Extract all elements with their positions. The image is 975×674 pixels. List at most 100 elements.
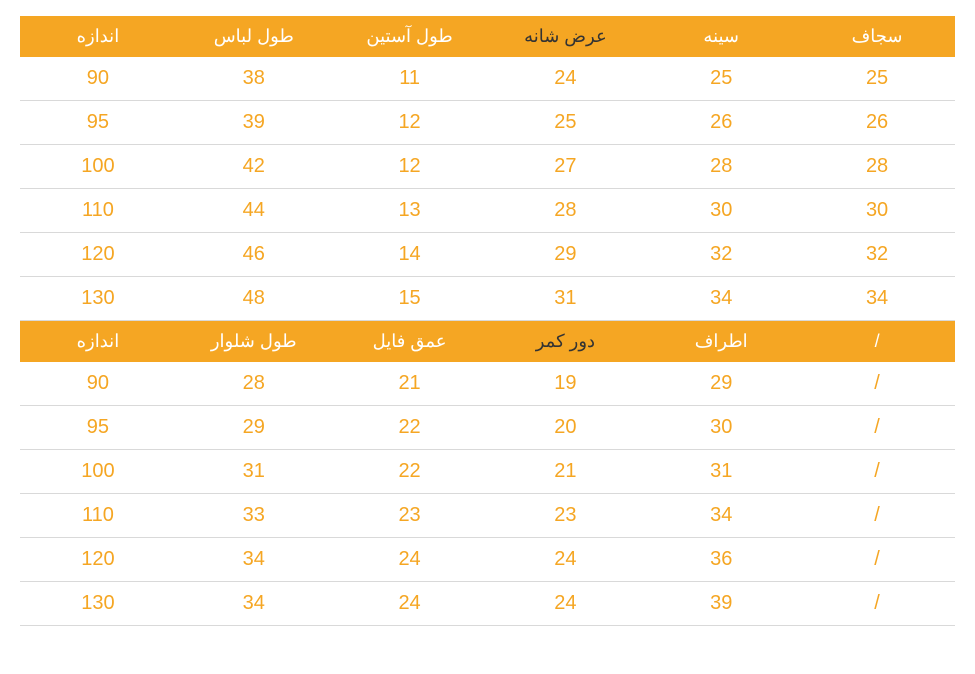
table-cell: 14: [332, 233, 488, 277]
table-cell: 29: [643, 362, 799, 406]
table-cell: 31: [643, 450, 799, 494]
table-cell: 31: [176, 450, 332, 494]
table-cell: 29: [176, 406, 332, 450]
table-cell: 110: [20, 494, 176, 538]
table-cell: /: [799, 362, 955, 406]
table-cell: 30: [643, 189, 799, 233]
table-cell: 25: [487, 101, 643, 145]
table-cell: 34: [799, 277, 955, 321]
table-cell: 11: [332, 57, 488, 101]
table-cell: 24: [332, 582, 488, 626]
table-cell: 28: [176, 362, 332, 406]
table1-header-cell: اندازه: [20, 16, 176, 57]
table-cell: 34: [176, 538, 332, 582]
table-cell: 36: [643, 538, 799, 582]
table-cell: 110: [20, 189, 176, 233]
table-cell: 38: [176, 57, 332, 101]
table-cell: 44: [176, 189, 332, 233]
table-cell: 34: [643, 277, 799, 321]
table-cell: 30: [799, 189, 955, 233]
table-cell: 39: [643, 582, 799, 626]
table-cell: 95: [20, 101, 176, 145]
table-row: 120 34 24 24 36 /: [20, 538, 955, 582]
table-cell: 33: [176, 494, 332, 538]
table-cell: 26: [799, 101, 955, 145]
table-cell: 24: [487, 582, 643, 626]
table-cell: 28: [487, 189, 643, 233]
table-row: 95 39 12 25 26 26: [20, 101, 955, 145]
table-cell: 28: [643, 145, 799, 189]
table-row: 110 44 13 28 30 30: [20, 189, 955, 233]
table-cell: 22: [332, 406, 488, 450]
table-row: 100 31 22 21 31 /: [20, 450, 955, 494]
table-cell: 42: [176, 145, 332, 189]
table-cell: 48: [176, 277, 332, 321]
table2-header: اندازه طول شلوار عمق فایل دور کمر اطراف …: [20, 321, 955, 363]
table-cell: 23: [487, 494, 643, 538]
table-row: 120 46 14 29 32 32: [20, 233, 955, 277]
table-cell: 24: [487, 538, 643, 582]
table-row: 90 28 21 19 29 /: [20, 362, 955, 406]
table-cell: 24: [332, 538, 488, 582]
table-cell: 31: [487, 277, 643, 321]
table-row: 130 34 24 24 39 /: [20, 582, 955, 626]
table-cell: 27: [487, 145, 643, 189]
table-row: 95 29 22 20 30 /: [20, 406, 955, 450]
table-row: 100 42 12 27 28 28: [20, 145, 955, 189]
table-cell: 32: [799, 233, 955, 277]
table2-header-cell: عمق فایل: [332, 321, 488, 363]
table-cell: /: [799, 406, 955, 450]
table-cell: 29: [487, 233, 643, 277]
table2-header-cell: اطراف: [643, 321, 799, 363]
table2-header-cell: اندازه: [20, 321, 176, 363]
table-cell: 34: [643, 494, 799, 538]
table1-body: 90 38 11 24 25 25 95 39 12 25 26 26 100 …: [20, 57, 955, 321]
table-cell: 24: [487, 57, 643, 101]
table-cell: 12: [332, 145, 488, 189]
table1-header: اندازه طول لباس طول آستین عرض شانه سینه …: [20, 16, 955, 57]
table-cell: 22: [332, 450, 488, 494]
table-cell: 95: [20, 406, 176, 450]
table-cell: 21: [487, 450, 643, 494]
table-cell: 12: [332, 101, 488, 145]
table1-header-cell: سجاف: [799, 16, 955, 57]
table1-header-cell: طول لباس: [176, 16, 332, 57]
table2-header-cell: دور کمر: [487, 321, 643, 363]
table-cell: /: [799, 450, 955, 494]
table-row: 90 38 11 24 25 25: [20, 57, 955, 101]
table1-header-cell: طول آستین: [332, 16, 488, 57]
table-cell: 30: [643, 406, 799, 450]
table-cell: 32: [643, 233, 799, 277]
table-cell: 90: [20, 362, 176, 406]
table-cell: 34: [176, 582, 332, 626]
table-row: 110 33 23 23 34 /: [20, 494, 955, 538]
table-cell: 100: [20, 145, 176, 189]
table-cell: 26: [643, 101, 799, 145]
table-cell: 25: [799, 57, 955, 101]
table2-body: 90 28 21 19 29 / 95 29 22 20 30 / 100 31…: [20, 362, 955, 626]
table-cell: 120: [20, 233, 176, 277]
table-cell: 15: [332, 277, 488, 321]
size-chart-table: اندازه طول لباس طول آستین عرض شانه سینه …: [20, 16, 955, 626]
table-cell: 13: [332, 189, 488, 233]
table-cell: 90: [20, 57, 176, 101]
table1-header-cell: عرض شانه: [487, 16, 643, 57]
table-cell: 25: [643, 57, 799, 101]
table-cell: 19: [487, 362, 643, 406]
table-cell: 130: [20, 582, 176, 626]
table-cell: /: [799, 538, 955, 582]
table2-header-cell: /: [799, 321, 955, 363]
table-cell: 130: [20, 277, 176, 321]
table-cell: 46: [176, 233, 332, 277]
table-cell: /: [799, 582, 955, 626]
table-cell: 100: [20, 450, 176, 494]
table1-header-cell: سینه: [643, 16, 799, 57]
table-cell: 39: [176, 101, 332, 145]
table-cell: 23: [332, 494, 488, 538]
table-cell: 28: [799, 145, 955, 189]
table-cell: 20: [487, 406, 643, 450]
table2-header-cell: طول شلوار: [176, 321, 332, 363]
table-row: 130 48 15 31 34 34: [20, 277, 955, 321]
table-cell: /: [799, 494, 955, 538]
table-cell: 21: [332, 362, 488, 406]
